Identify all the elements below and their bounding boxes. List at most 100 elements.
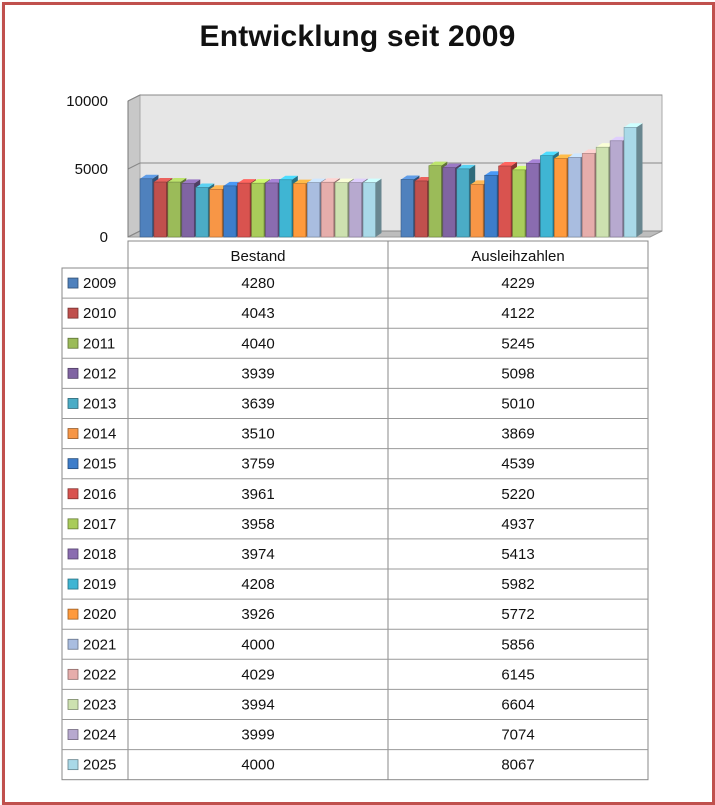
data-label-2016-ausleihzahlen: 5220 <box>501 486 534 503</box>
bar-2012-Bestand <box>182 183 194 237</box>
legend-swatch-2012 <box>68 368 78 378</box>
legend-label-2023: 2023 <box>83 696 116 713</box>
bar-2024-Ausleihzahlen <box>610 141 622 237</box>
legend-label-2013: 2013 <box>83 395 116 412</box>
legend-swatch-2023 <box>68 699 78 709</box>
data-label-2017-bestand: 3958 <box>241 516 274 533</box>
y-tick-label: 10000 <box>66 93 108 110</box>
legend-label-2024: 2024 <box>83 727 116 744</box>
bar-2023-Ausleihzahlen <box>596 147 608 237</box>
legend-label-2016: 2016 <box>83 486 116 503</box>
table-header-bestand: Bestand <box>230 248 285 265</box>
data-label-2024-ausleihzahlen: 7074 <box>501 727 534 744</box>
data-label-2018-ausleihzahlen: 5413 <box>501 546 534 563</box>
bar-2017-Ausleihzahlen <box>513 170 525 237</box>
data-label-2014-ausleihzahlen: 3869 <box>501 426 534 443</box>
legend-swatch-2025 <box>68 760 78 770</box>
legend-swatch-2015 <box>68 459 78 469</box>
bar-2022-Bestand <box>321 182 333 237</box>
legend-label-2020: 2020 <box>83 606 116 623</box>
legend-swatch-2019 <box>68 579 78 589</box>
data-label-2024-bestand: 3999 <box>241 727 274 744</box>
data-label-2022-ausleihzahlen: 6145 <box>501 666 534 683</box>
bar-2023-Bestand <box>335 183 347 237</box>
legend-swatch-2014 <box>68 429 78 439</box>
bar-2018-Bestand <box>265 183 277 237</box>
data-label-2020-bestand: 3926 <box>241 606 274 623</box>
data-label-2025-ausleihzahlen: 8067 <box>501 757 534 774</box>
legend-label-2009: 2009 <box>83 275 116 292</box>
data-label-2009-ausleihzahlen: 4229 <box>501 275 534 292</box>
legend-swatch-2017 <box>68 519 78 529</box>
bar-2025-Bestand <box>363 183 375 237</box>
bar-side-2025-Ausleihzahlen <box>637 123 643 237</box>
data-label-2019-ausleihzahlen: 5982 <box>501 576 534 593</box>
bar-2013-Bestand <box>196 188 208 237</box>
data-label-2018-bestand: 3974 <box>241 546 274 563</box>
bar-2013-Ausleihzahlen <box>457 169 469 237</box>
bar-2015-Ausleihzahlen <box>485 175 497 237</box>
legend-swatch-2009 <box>68 278 78 288</box>
data-label-2023-bestand: 3994 <box>241 696 274 713</box>
legend-label-2012: 2012 <box>83 365 116 382</box>
table-header-ausleihzahlen: Ausleihzahlen <box>471 248 564 265</box>
data-label-2019-bestand: 4208 <box>241 576 274 593</box>
bar-2018-Ausleihzahlen <box>526 163 538 237</box>
bar-2024-Bestand <box>349 183 361 237</box>
legend-label-2017: 2017 <box>83 516 116 533</box>
legend-label-2025: 2025 <box>83 757 116 774</box>
data-label-2011-ausleihzahlen: 5245 <box>501 335 534 352</box>
legend-swatch-2020 <box>68 609 78 619</box>
bar-2015-Bestand <box>224 186 236 237</box>
data-label-2011-bestand: 4040 <box>241 335 274 352</box>
legend-label-2015: 2015 <box>83 456 116 473</box>
bar-2010-Bestand <box>154 182 166 237</box>
legend-swatch-2022 <box>68 669 78 679</box>
legend-label-2014: 2014 <box>83 426 116 443</box>
bar-2010-Ausleihzahlen <box>415 181 427 237</box>
table-body <box>62 268 648 780</box>
bar-2016-Bestand <box>238 183 250 237</box>
data-label-2020-ausleihzahlen: 5772 <box>501 606 534 623</box>
data-label-2012-ausleihzahlen: 5098 <box>501 365 534 382</box>
bar-2014-Bestand <box>210 189 222 237</box>
y-tick-label: 5000 <box>75 161 108 178</box>
data-label-2025-bestand: 4000 <box>241 757 274 774</box>
legend-label-2010: 2010 <box>83 305 116 322</box>
data-label-2022-bestand: 4029 <box>241 666 274 683</box>
bar-2009-Bestand <box>140 179 152 237</box>
legend-swatch-2013 <box>68 398 78 408</box>
data-label-2010-bestand: 4043 <box>241 305 274 322</box>
legend-swatch-2011 <box>68 338 78 348</box>
data-label-2013-bestand: 3639 <box>241 395 274 412</box>
data-label-2015-bestand: 3759 <box>241 456 274 473</box>
bar-2012-Ausleihzahlen <box>443 168 455 237</box>
data-label-2023-ausleihzahlen: 6604 <box>501 696 534 713</box>
data-label-2016-bestand: 3961 <box>241 486 274 503</box>
bar-2025-Ausleihzahlen <box>624 127 636 237</box>
legend-swatch-2016 <box>68 489 78 499</box>
bar-2011-Ausleihzahlen <box>429 166 441 237</box>
bar-2021-Ausleihzahlen <box>568 157 580 237</box>
data-label-2021-bestand: 4000 <box>241 636 274 653</box>
legend-swatch-2024 <box>68 730 78 740</box>
data-label-2009-bestand: 4280 <box>241 275 274 292</box>
data-label-2017-ausleihzahlen: 4937 <box>501 516 534 533</box>
bar-2017-Bestand <box>252 183 264 237</box>
bar-side-2025-Bestand <box>376 179 382 237</box>
bar-2016-Ausleihzahlen <box>499 166 511 237</box>
data-label-2012-bestand: 3939 <box>241 365 274 382</box>
bar-2020-Bestand <box>293 184 305 237</box>
y-tick-label: 0 <box>100 229 108 246</box>
data-label-2014-bestand: 3510 <box>241 426 274 443</box>
data-label-2021-ausleihzahlen: 5856 <box>501 636 534 653</box>
legend-swatch-2010 <box>68 308 78 318</box>
data-label-2010-ausleihzahlen: 4122 <box>501 305 534 322</box>
legend-label-2021: 2021 <box>83 636 116 653</box>
bar-2021-Bestand <box>307 183 319 237</box>
bar-2014-Ausleihzahlen <box>471 184 483 237</box>
data-label-2015-ausleihzahlen: 4539 <box>501 456 534 473</box>
data-label-2013-ausleihzahlen: 5010 <box>501 395 534 412</box>
bar-2019-Ausleihzahlen <box>540 156 552 237</box>
